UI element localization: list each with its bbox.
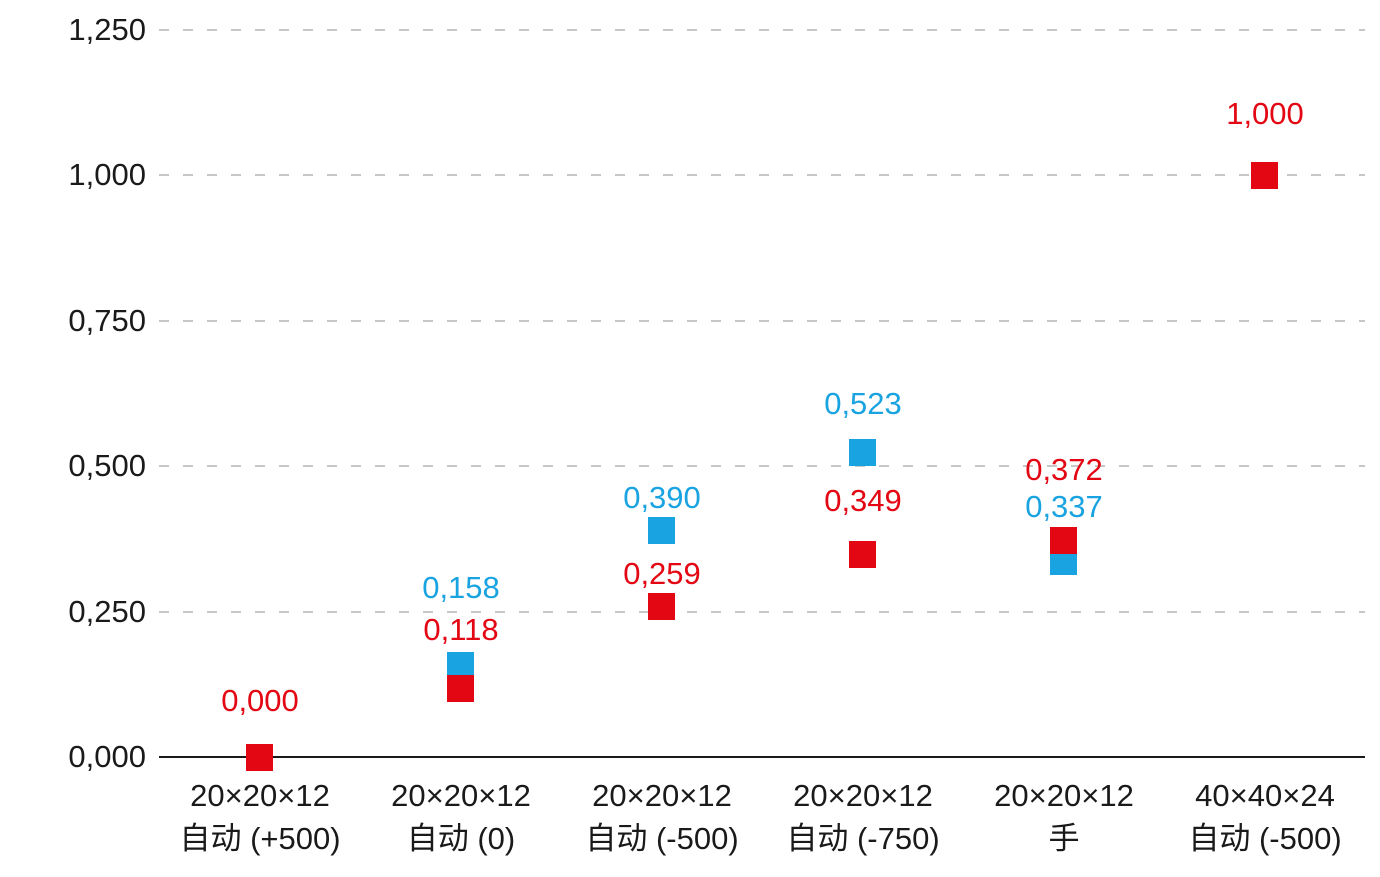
category-size-label: 20×20×12	[793, 778, 933, 813]
gridline	[159, 610, 1365, 613]
data-point-label: 0,337	[1025, 489, 1103, 524]
data-point-marker	[648, 593, 675, 620]
x-axis-category-label: 20×20×12 自动 (-500)	[522, 774, 802, 860]
x-axis-line	[159, 756, 1365, 758]
y-axis-tick-label: 0,250	[68, 593, 146, 629]
x-axis-category-label: 20×20×12 自动 (-750)	[723, 774, 1003, 860]
data-point-marker	[447, 675, 474, 702]
data-point-label: 0,349	[824, 483, 902, 518]
gridline	[159, 319, 1365, 322]
x-axis-category-label: 20×20×12 自动 (0)	[321, 774, 601, 860]
data-point-label: 1,000	[1226, 96, 1304, 131]
category-size-label: 20×20×12	[994, 778, 1134, 813]
x-axis-category-label: 40×40×24 自动 (-500)	[1125, 774, 1380, 860]
category-mode-label: 自动 (-750)	[786, 821, 940, 856]
data-point-label: 0,390	[623, 480, 701, 515]
category-size-label: 40×40×24	[1195, 778, 1335, 813]
data-point-marker	[849, 439, 876, 466]
y-axis-tick-label: 1,250	[68, 12, 146, 47]
category-mode-label: 自动 (+500)	[179, 821, 341, 856]
category-mode-label: 自动 (-500)	[1188, 821, 1342, 856]
data-point-marker	[1251, 162, 1278, 189]
category-mode-label: 手	[1048, 821, 1080, 856]
data-point-label: 0,372	[1025, 452, 1103, 487]
x-axis-category-label: 20×20×12 手	[924, 774, 1204, 860]
y-axis-tick-label: 0,000	[68, 739, 146, 774]
x-axis-category-label: 20×20×12 自动 (+500)	[120, 774, 400, 860]
data-point-marker	[1050, 527, 1077, 554]
data-point-marker	[246, 744, 273, 771]
gridline	[159, 29, 1365, 31]
y-axis-tick-label: 1,000	[68, 157, 146, 193]
data-point-label: 0,000	[221, 683, 299, 718]
y-axis-tick-label: 0,750	[68, 302, 146, 338]
data-point-marker	[849, 541, 876, 568]
category-mode-label: 自动 (0)	[406, 821, 516, 856]
category-size-label: 20×20×12	[391, 778, 531, 813]
y-axis-tick-label: 0,500	[68, 448, 146, 484]
data-point-label: 0,259	[623, 556, 701, 591]
data-point-label: 0,118	[423, 612, 499, 647]
category-size-label: 20×20×12	[592, 778, 732, 813]
gridline	[159, 465, 1365, 468]
data-point-marker	[648, 517, 675, 544]
gridline	[159, 174, 1365, 177]
category-mode-label: 自动 (-500)	[585, 821, 739, 856]
data-point-label: 0,158	[422, 570, 500, 605]
data-point-label: 0,523	[824, 386, 902, 421]
category-size-label: 20×20×12	[190, 778, 330, 813]
data-point-marker	[447, 652, 474, 679]
